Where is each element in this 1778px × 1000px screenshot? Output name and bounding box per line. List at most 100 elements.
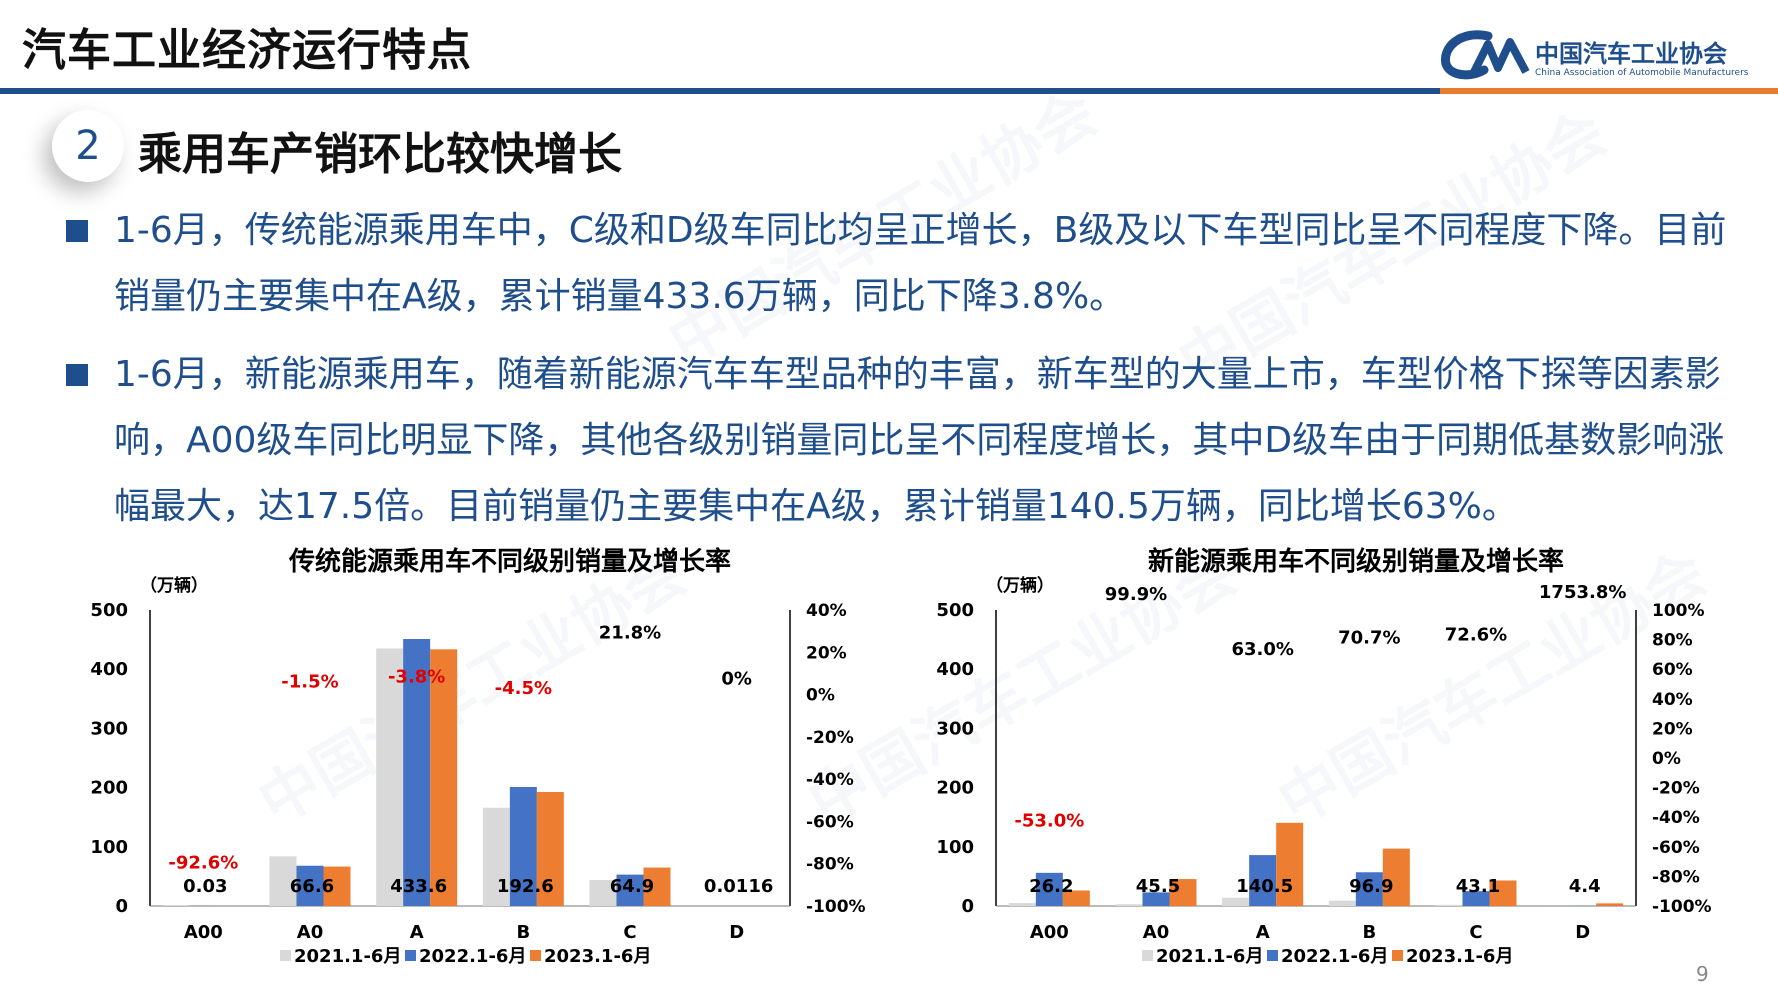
bar (1142, 892, 1170, 906)
y-tick-label: 100 (936, 837, 974, 858)
data-label: 26.2 (1029, 876, 1073, 897)
x-tick-label: A00 (184, 922, 223, 943)
legend-swatch (1392, 950, 1403, 961)
data-label: 0.03 (183, 876, 227, 897)
bar (1035, 872, 1063, 906)
bar (430, 649, 458, 906)
legend-swatch (530, 950, 541, 961)
section-number: 2 (75, 123, 101, 169)
y2-tick-label: -100% (806, 897, 866, 917)
data-label: 66.6 (290, 876, 334, 897)
chart-title: 传统能源乘用车不同级别销量及增长率 (288, 546, 731, 577)
data-label: 45.5 (1136, 876, 1180, 897)
y-tick-label: 200 (90, 778, 128, 799)
unit-label: （万辆） (986, 575, 1054, 596)
legend-swatch (1267, 950, 1278, 961)
bar (269, 856, 297, 906)
page-title: 汽车工业经济运行特点 (22, 25, 472, 76)
x-tick-label: D (1575, 922, 1590, 943)
bar (296, 865, 324, 906)
growth-label: 63.0% (1231, 639, 1293, 660)
data-label: 433.6 (390, 876, 447, 897)
unit-label: （万辆） (140, 575, 208, 596)
y2-tick-label: -100% (1652, 897, 1712, 917)
data-label: 64.9 (610, 876, 654, 897)
y-tick-label: 400 (936, 659, 974, 680)
y2-tick-label: 60% (1652, 660, 1693, 680)
growth-label: 72.6% (1445, 625, 1507, 646)
bar (1169, 879, 1197, 906)
x-tick-label: B (1362, 922, 1376, 943)
data-label: 4.4 (1569, 876, 1601, 897)
growth-label: -92.6% (168, 852, 238, 873)
growth-label: -3.8% (388, 667, 445, 688)
y-tick-label: 500 (90, 600, 128, 621)
bar (376, 648, 404, 906)
bar (536, 791, 564, 906)
header-rule (0, 88, 1778, 94)
growth-label: 1753.8% (1539, 582, 1627, 603)
growth-label: 99.9% (1105, 584, 1167, 605)
x-tick-label: A (1256, 922, 1270, 943)
bar (1462, 891, 1490, 906)
bar (1276, 822, 1304, 906)
y2-tick-label: -60% (806, 812, 854, 832)
bar (589, 879, 617, 906)
bar (616, 874, 644, 906)
legend-label: 2023.1-6月 (544, 946, 651, 967)
section-number-badge: 2 (52, 110, 124, 182)
page-number: 9 (1696, 962, 1709, 986)
y-tick-label: 0 (115, 896, 128, 917)
bar (1355, 872, 1383, 906)
y-tick-label: 300 (90, 718, 128, 739)
bar (1435, 904, 1463, 906)
y2-tick-label: -40% (806, 770, 854, 790)
data-label: 192.6 (497, 876, 554, 897)
y-tick-label: 300 (936, 718, 974, 739)
bar (482, 807, 510, 906)
x-tick-label: D (729, 922, 744, 943)
y-tick-label: 0 (961, 896, 974, 917)
bar (1062, 890, 1090, 906)
legend-label: 2022.1-6月 (1281, 946, 1388, 967)
bar (1596, 903, 1624, 906)
x-tick-label: A0 (1143, 922, 1169, 943)
slide-header: 汽车工业经济运行特点 中国汽车工业协会 China Association of… (0, 0, 1778, 98)
bar (643, 867, 671, 906)
growth-label: -1.5% (281, 672, 338, 693)
y-tick-label: 400 (90, 659, 128, 680)
data-label: 0.0116 (704, 876, 773, 897)
bar (403, 639, 431, 906)
x-tick-label: C (623, 922, 636, 943)
growth-label: 0% (721, 669, 752, 690)
y-tick-label: 100 (90, 837, 128, 858)
x-tick-label: A00 (1030, 922, 1069, 943)
bar (509, 787, 537, 906)
header-rule-accent (1440, 88, 1778, 94)
data-label: 43.1 (1456, 876, 1500, 897)
bar (1489, 880, 1517, 906)
bullet-text-1: 1-6月，传统能源乘用车中，C级和D级车同比均呈正增长，B级及以下车型同比呈不同… (114, 210, 1727, 317)
legend-label: 2021.1-6月 (1156, 946, 1263, 967)
bar (1115, 904, 1143, 906)
y2-tick-label: -40% (1652, 808, 1700, 828)
y2-tick-label: -80% (1652, 867, 1700, 887)
bar (323, 866, 351, 906)
bullet-text-2: 1-6月，新能源乘用车，随着新能源汽车车型品种的丰富，新车型的大量上市，车型价格… (114, 354, 1725, 527)
bar (1008, 903, 1036, 906)
legend-label: 2022.1-6月 (419, 946, 526, 967)
cam-logo-icon (1440, 30, 1530, 80)
chart-new-energy: 新能源乘用车不同级别销量及增长率 （万辆） 0 100 200 300 400 500 -100… (936, 546, 1712, 967)
x-tick-label: A (410, 922, 424, 943)
y2-tick-label: -20% (806, 728, 854, 748)
y2-tick-label: -20% (1652, 779, 1700, 799)
legend-label: 2023.1-6月 (1406, 946, 1513, 967)
y2-tick-label: 0% (1652, 749, 1681, 769)
data-label: 140.5 (1236, 876, 1293, 897)
x-tick-label: B (516, 922, 530, 943)
legend-label: 2021.1-6月 (294, 946, 401, 967)
legend-swatch (405, 950, 416, 961)
bar (1328, 900, 1356, 906)
legend-swatch (280, 950, 291, 961)
x-tick-label: A0 (297, 922, 323, 943)
